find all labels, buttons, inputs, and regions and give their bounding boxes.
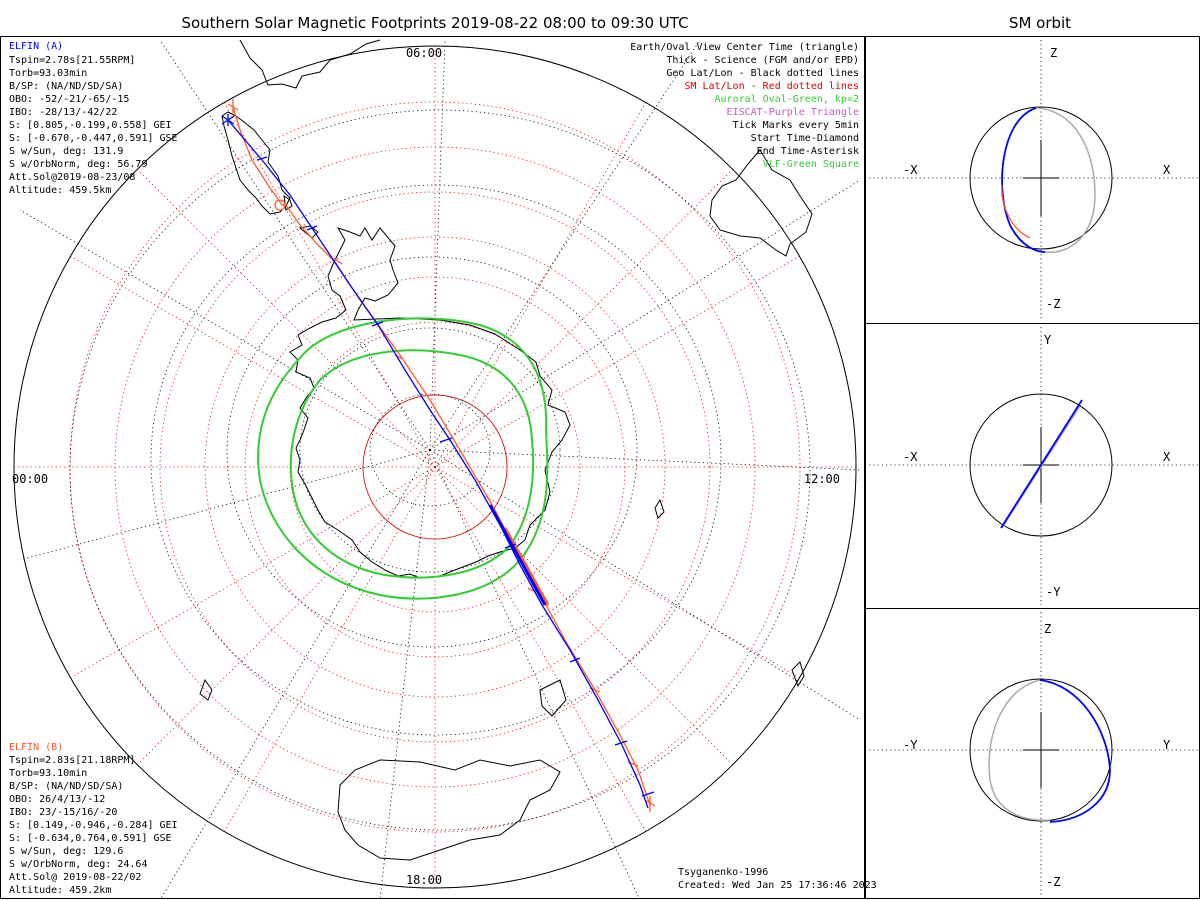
elfin-b-line: B/SP: (NA/ND/SD/SA) (9, 781, 123, 792)
orbit-panel-yz: Z -Z -Y Y (865, 612, 1200, 895)
auroral-oval-inner (289, 349, 535, 579)
elfin-b-start-diamond (274, 199, 286, 211)
elfin-b-science (503, 527, 550, 606)
antarctica-coastline (289, 227, 571, 579)
map-boundary (13, 45, 857, 889)
time-label-left: 00:00 (12, 472, 48, 486)
elfin-a-line: Att.Sol@2019-08-23/08 (9, 172, 135, 183)
elfin-b-line: Altitude: 459.2km (9, 885, 111, 896)
time-label-bottom: 18:00 (406, 873, 442, 887)
axis-bottom: -Y (1046, 585, 1061, 599)
axis-right: Y (1163, 738, 1171, 752)
elfin-a-line: Torb=93.03min (9, 68, 87, 79)
elfin-a-ticks (221, 114, 655, 797)
axis-bottom: -Z (1046, 875, 1060, 889)
auroral-oval-outer (257, 317, 549, 600)
legend-item: VLF-Green Square (763, 159, 859, 170)
elfin-b-orbit (1001, 184, 1031, 239)
elfin-a-orbit (1001, 107, 1046, 253)
elfin-a-line: Tspin=2.78s[21.55RPM] (9, 55, 135, 66)
time-label-right: 12:00 (804, 472, 840, 486)
elfin-b-line: S: [0.149,-0.946,-0.284] GEI (9, 820, 178, 831)
elfin-b-line: Tspin=2.83s[21.18RPM] (9, 755, 135, 766)
elfin-a-line: S: [-0.670,-0.447,0.591] GSE (9, 133, 178, 144)
map-frame (0, 36, 865, 899)
earth-circle (969, 393, 1113, 537)
elfin-a-line: OBO: -52/-21/-65/-15 (9, 94, 129, 105)
elfin-a-line: S w/Sun, deg: 131.9 (9, 146, 123, 157)
earth-circle (969, 106, 1113, 250)
elfin-a-science (488, 504, 547, 606)
elfin-b-name: ELFIN (B) (9, 742, 63, 753)
legend-item: End Time-Asterisk (757, 146, 859, 157)
axis-left: -X (903, 163, 918, 177)
axis-right: X (1163, 163, 1171, 177)
main-title: Southern Solar Magnetic Footprints 2019-… (181, 14, 688, 32)
elfin-a-orbit (1000, 399, 1083, 529)
elfin-a-orbit (1039, 679, 1111, 823)
elfin-b-line: S w/OrbNorm, deg: 24.64 (9, 859, 147, 870)
africa-coastline (239, 39, 381, 89)
legend-item: Start Time-Diamond (751, 133, 859, 144)
polar-map (13, 39, 861, 899)
south-america-coastline (221, 111, 291, 215)
elfin-a-name: ELFIN (A) (9, 41, 63, 52)
geo-lat-circles (69, 109, 811, 831)
orbit-title: SM orbit (1009, 14, 1071, 32)
elfin-a-track (227, 119, 649, 809)
model-label: Tsyganenko-1996 (678, 867, 768, 878)
lower-continent-coastline (337, 759, 561, 861)
elfin-a-line: Altitude: 459.5km (9, 185, 111, 196)
legend-item: Thick - Science (FGM and/or EPD) (666, 55, 859, 66)
axis-right: X (1163, 450, 1171, 464)
elfin-a-line: IBO: -28/13/-42/22 (9, 107, 117, 118)
elfin-a-line: B/SP: (NA/ND/SD/SA) (9, 81, 123, 92)
legend-item: Geo Lat/Lon - Black dotted lines (666, 68, 859, 79)
axis-bottom: -Z (1046, 297, 1060, 311)
legend-item: Tick Marks every 5min (733, 120, 859, 131)
legend-item: Earth/Oval View Center Time (triangle) (630, 42, 859, 53)
axis-top: Z (1050, 46, 1057, 60)
legend-item: Auroral Oval-Green, kp=2 (715, 94, 860, 105)
legend-item: SM Lat/Lon - Red dotted lines (684, 81, 859, 92)
orbit-panel-xy: Y -Y -X X (865, 327, 1200, 605)
legend-item: EISCAT-Purple Triangle (727, 107, 859, 118)
axis-top: Z (1044, 622, 1051, 636)
orbit-panel-xz: Z -Z -X X (865, 40, 1200, 320)
geo-meridians (19, 39, 861, 899)
elfin-b-track (232, 106, 651, 806)
elfin-b-line: S w/Sun, deg: 129.6 (9, 846, 123, 857)
elfin-b-line: OBO: 26/4/13/-12 (9, 794, 105, 805)
earth-circle (969, 678, 1113, 822)
elfin-b-line: Att.Sol@ 2019-08-22/02 (9, 872, 141, 883)
time-label-top: 06:00 (406, 46, 442, 60)
elfin-a-line: S: [0.805,-0.199,0.558] GEI (9, 120, 172, 131)
elfin-a-line: S w/OrbNorm, deg: 56.79 (9, 159, 147, 170)
elfin-b-line: Torb=93.10min (9, 768, 87, 779)
axis-top: Y (1044, 333, 1052, 347)
axis-left: -Y (903, 738, 918, 752)
legend: Earth/Oval View Center Time (triangle) T… (630, 42, 859, 170)
elfin-a-info: ELFIN (A) Tspin=2.78s[21.55RPM] Torb=93.… (9, 41, 178, 196)
australia-coastline (709, 149, 813, 257)
elfin-b-line: IBO: 23/-15/16/-20 (9, 807, 117, 818)
sm-meridians (14, 46, 856, 888)
axis-left: -X (903, 450, 918, 464)
elfin-b-info: ELFIN (B) Tspin=2.83s[21.18RPM] Torb=93.… (9, 742, 178, 896)
created-label: Created: Wed Jan 25 17:36:46 2023 (678, 880, 877, 891)
elfin-b-line: S: [-0.634,0.764,0.591] GSE (9, 833, 172, 844)
